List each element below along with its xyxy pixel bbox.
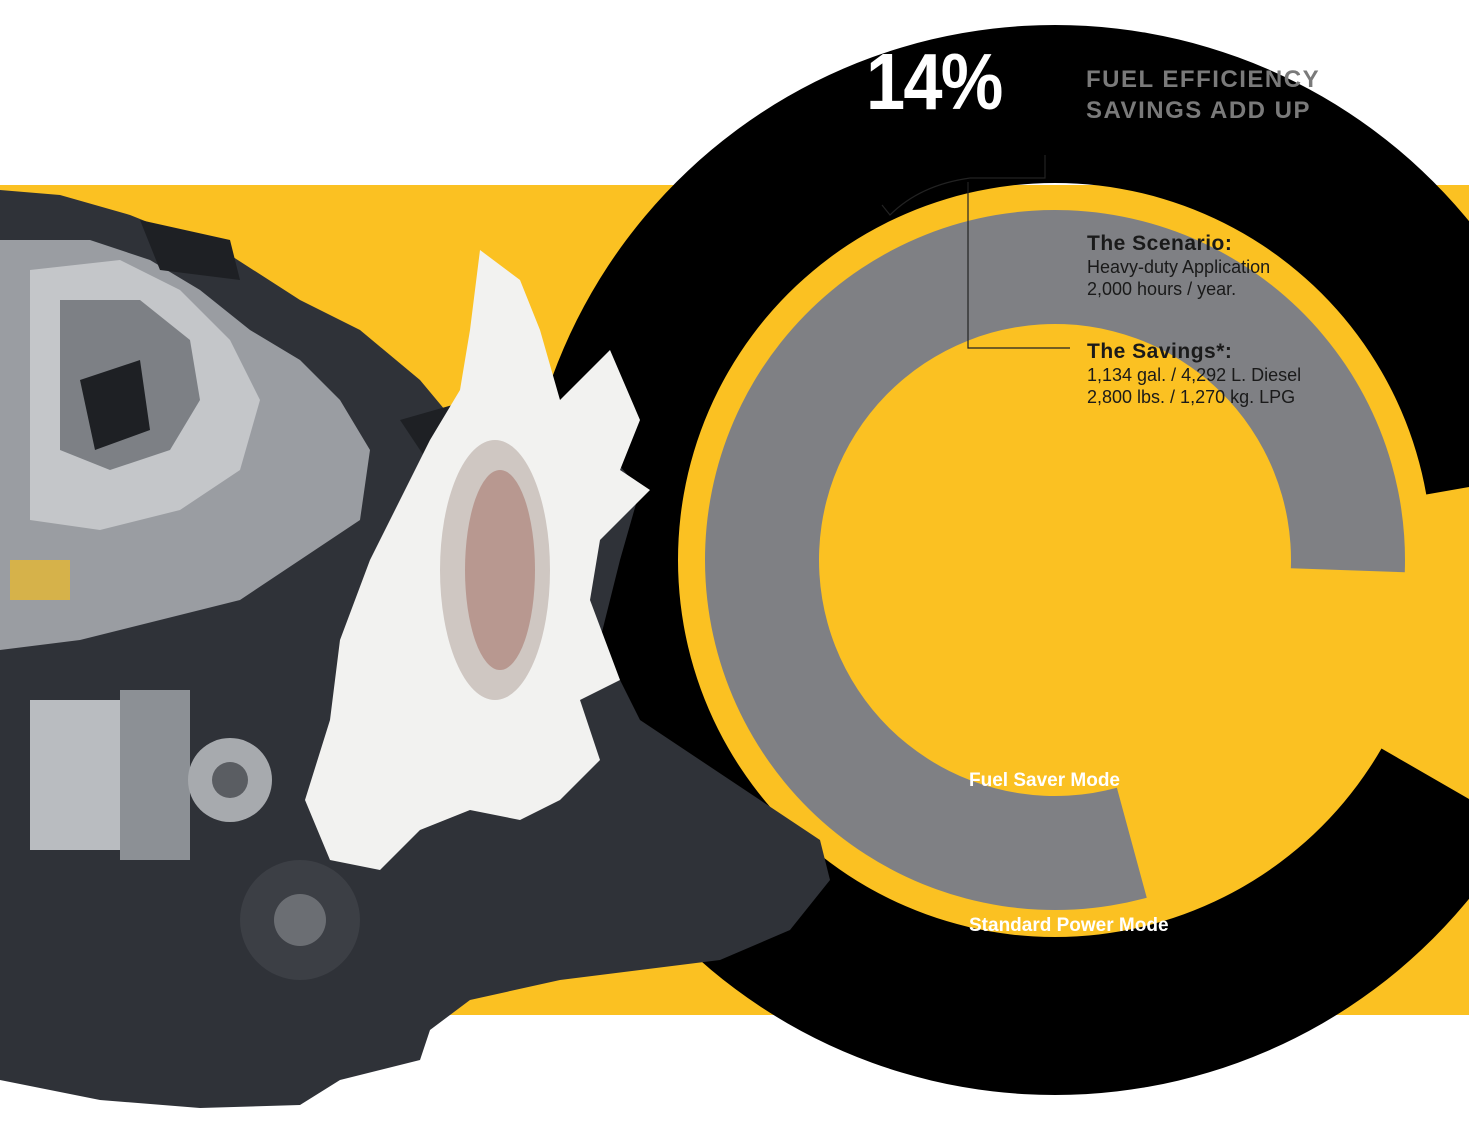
savings-block: The Savings*: 1,134 gal. / 4,292 L. Dies… [1087,340,1301,408]
fuel-saver-mode-label: Fuel Saver Mode [969,770,1120,791]
headline-title: FUEL EFFICIENCY SAVINGS ADD UP [1086,66,1321,124]
scenario-title: The Scenario: [1087,232,1233,255]
scenario-line: 2,000 hours / year. [1087,279,1237,299]
engine-photo-icon [0,190,830,1108]
standard-power-mode-label: Standard Power Mode [969,915,1169,936]
callout-lines [881,155,1070,349]
savings-line: 1,134 gal. / 4,292 L. Diesel [1087,365,1302,385]
scenario-block: The Scenario: Heavy-duty Application 2,0… [1087,232,1270,300]
savings-line: 2,800 lbs. / 1,270 kg. LPG [1087,387,1296,407]
fuel-saver-ring [704,210,1405,911]
scenario-line: Heavy-duty Application [1087,257,1271,277]
savings-title: The Savings*: [1087,340,1233,363]
percent-label: 14% [866,37,1003,126]
